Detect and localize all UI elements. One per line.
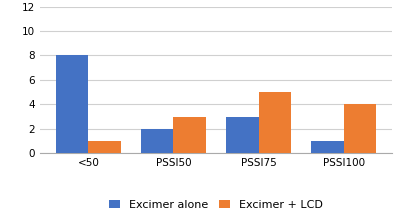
Bar: [258, 92, 291, 153]
Legend: Excimer alone, Excimer + LCD: Excimer alone, Excimer + LCD: [109, 200, 323, 210]
Bar: [56, 55, 88, 153]
Bar: [226, 117, 258, 153]
Bar: [174, 117, 206, 153]
Bar: [141, 129, 174, 153]
Bar: [344, 104, 376, 153]
Bar: [311, 141, 344, 153]
Bar: [88, 141, 121, 153]
